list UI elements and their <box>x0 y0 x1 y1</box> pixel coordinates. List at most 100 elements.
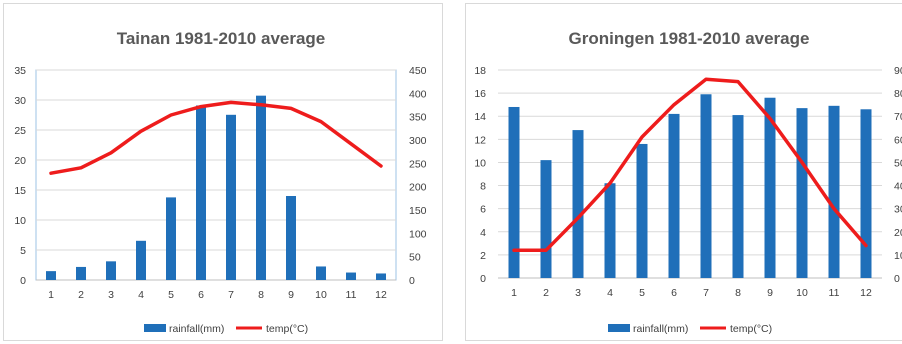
undefined-x-tick-label: 5 <box>168 289 174 301</box>
undefined-rainfall-bar <box>636 143 648 278</box>
undefined-legend-temp-label: temp(°C) <box>266 323 308 335</box>
undefined-x-tick-label: 12 <box>375 289 387 301</box>
groningen-chart-svg: Groningen 1981-2010 average0246810121416… <box>474 29 902 335</box>
undefined-right-tick-label: 20 <box>894 227 902 239</box>
undefined-x-tick-label: 4 <box>138 289 144 301</box>
undefined-left-tick-label: 0 <box>20 275 26 287</box>
undefined-legend-rainfall-label: rainfall(mm) <box>633 323 688 335</box>
undefined-rainfall-bar <box>668 113 680 279</box>
undefined-left-tick-label: 25 <box>14 125 26 137</box>
undefined-rainfall-bar <box>196 105 206 280</box>
undefined-chart-title: Groningen 1981-2010 average <box>569 29 810 48</box>
undefined-rainfall-bar <box>346 272 356 280</box>
undefined-left-tick-label: 12 <box>474 134 486 146</box>
undefined-rainfall-bar <box>764 97 776 278</box>
undefined-right-tick-label: 100 <box>409 228 427 240</box>
undefined-rainfall-bar <box>166 197 176 280</box>
chart-panel-groningen: Groningen 1981-2010 average 0 2 4 6 8 10 12 14 16… <box>465 3 902 341</box>
undefined-x-tick-label: 3 <box>575 287 581 299</box>
undefined-x-tick-label: 7 <box>228 289 234 301</box>
undefined-right-tick-label: 450 <box>409 65 427 77</box>
undefined-x-tick-label: 10 <box>796 287 808 299</box>
undefined-right-tick-label: 10 <box>894 250 902 262</box>
undefined-chart-title: Tainan 1981-2010 average <box>117 29 326 48</box>
undefined-rainfall-bar <box>572 130 584 278</box>
chart-panel-tainan: Tainan 1981-2010 average 0 5 10 15 20 25 30 35 0 5… <box>3 3 443 341</box>
undefined-rainfall-bar <box>700 94 712 279</box>
undefined-right-tick-label: 250 <box>409 158 427 170</box>
undefined-left-tick-label: 10 <box>14 215 26 227</box>
undefined-temp-line <box>49 100 383 175</box>
undefined-right-tick-label: 80 <box>894 88 902 100</box>
undefined-left-tick-label: 15 <box>14 185 26 197</box>
undefined-left-tick-label: 5 <box>20 245 26 257</box>
undefined-right-tick-label: 40 <box>894 181 902 193</box>
undefined-x-tick-label: 1 <box>511 287 517 299</box>
undefined-right-tick-label: 50 <box>894 157 902 169</box>
undefined-rainfall-bar <box>376 273 386 280</box>
undefined-x-tick-label: 11 <box>346 289 357 301</box>
undefined-x-tick-label: 6 <box>671 287 677 299</box>
undefined-rainfall-bar <box>796 108 808 278</box>
undefined-left-tick-label: 0 <box>480 273 486 285</box>
undefined-legend-temp-label: temp(°C) <box>730 323 772 335</box>
undefined-x-tick-label: 8 <box>735 287 741 299</box>
undefined-right-tick-label: 0 <box>409 275 415 287</box>
undefined-rainfall-bar <box>106 261 116 280</box>
undefined-left-tick-label: 16 <box>474 88 486 100</box>
undefined-rainfall-bar <box>46 271 56 280</box>
undefined-x-tick-label: 10 <box>315 289 327 301</box>
undefined-x-tick-label: 11 <box>829 287 840 299</box>
undefined-rainfall-bar <box>828 105 840 278</box>
undefined-right-tick-label: 400 <box>409 88 427 100</box>
undefined-left-tick-label: 30 <box>14 95 26 107</box>
undefined-x-tick-label: 9 <box>767 287 773 299</box>
undefined-rainfall-bar <box>76 266 86 280</box>
undefined-right-tick-label: 90 <box>894 65 902 77</box>
undefined-rainfall-bar <box>860 109 872 279</box>
undefined-left-tick-label: 18 <box>474 65 486 77</box>
undefined-right-tick-label: 50 <box>409 252 421 264</box>
undefined-legend-rainfall-swatch <box>144 324 166 332</box>
undefined-x-tick-label: 9 <box>288 289 294 301</box>
undefined-x-tick-label: 2 <box>543 287 549 299</box>
undefined-left-tick-label: 20 <box>14 155 26 167</box>
undefined-legend-rainfall-label: rainfall(mm) <box>169 323 224 335</box>
undefined-right-tick-label: 70 <box>894 111 902 123</box>
undefined-rainfall-bar <box>316 266 326 280</box>
undefined-left-tick-label: 8 <box>480 181 486 193</box>
undefined-left-tick-label: 4 <box>480 227 486 239</box>
undefined-rainfall-bar <box>508 106 520 278</box>
undefined-x-tick-label: 2 <box>78 289 84 301</box>
undefined-x-tick-label: 1 <box>48 289 54 301</box>
undefined-right-tick-label: 300 <box>409 135 427 147</box>
undefined-x-tick-label: 3 <box>108 289 114 301</box>
undefined-left-tick-label: 2 <box>480 250 486 262</box>
undefined-rainfall-bar <box>540 160 552 278</box>
undefined-x-tick-label: 4 <box>607 287 613 299</box>
undefined-x-tick-label: 5 <box>639 287 645 299</box>
undefined-rainfall-bar <box>136 240 146 280</box>
undefined-x-tick-label: 7 <box>703 287 709 299</box>
undefined-left-tick-label: 35 <box>14 65 26 77</box>
undefined-right-tick-label: 0 <box>894 273 900 285</box>
undefined-left-tick-label: 14 <box>474 111 486 123</box>
undefined-right-tick-label: 150 <box>409 205 427 217</box>
undefined-left-tick-label: 10 <box>474 157 486 169</box>
undefined-right-tick-label: 350 <box>409 112 427 124</box>
undefined-right-tick-label: 30 <box>894 204 902 216</box>
undefined-rainfall-bar <box>732 115 744 278</box>
undefined-rainfall-bar <box>226 114 236 280</box>
undefined-x-tick-label: 12 <box>860 287 872 299</box>
tainan-chart-svg: Tainan 1981-2010 average0510152025303505… <box>14 29 427 335</box>
undefined-x-tick-label: 6 <box>198 289 204 301</box>
undefined-rainfall-bar <box>604 183 616 278</box>
undefined-rainfall-bar <box>286 196 296 280</box>
undefined-right-tick-label: 60 <box>894 134 902 146</box>
undefined-rainfall-bar <box>256 95 266 281</box>
undefined-plot-border <box>35 69 397 281</box>
undefined-left-tick-label: 6 <box>480 204 486 216</box>
undefined-temp-line <box>512 77 868 253</box>
undefined-legend-rainfall-swatch <box>608 324 630 332</box>
undefined-x-tick-label: 8 <box>258 289 264 301</box>
